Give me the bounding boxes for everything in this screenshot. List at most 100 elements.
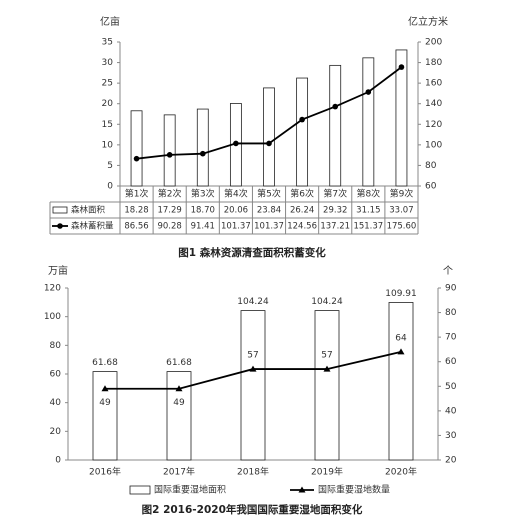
x-tick-label: 2017年 (163, 466, 195, 478)
y2-tick-label: 140 (425, 99, 442, 109)
bar-value-label: 104.24 (237, 297, 269, 307)
legend-label: 森林蓄积量 (71, 221, 114, 232)
line-marker (175, 385, 183, 392)
line-value-label: 57 (247, 351, 258, 361)
legend-label: 森林面积 (71, 205, 106, 216)
x-tick-label: 第6次 (290, 188, 314, 200)
y-tick-label: 120 (44, 284, 61, 294)
line-marker (101, 385, 109, 392)
line-marker (332, 103, 339, 110)
line-marker (365, 89, 372, 95)
y-tick-label: 0 (55, 456, 61, 466)
table-value: 91.41 (191, 222, 215, 232)
x-tick-label: 第3次 (191, 188, 215, 200)
table-value: 124.56 (287, 222, 317, 232)
line-marker (233, 140, 239, 147)
table-value: 18.70 (191, 206, 215, 216)
y-tick-label: 15 (102, 120, 113, 130)
x-tick-label: 第2次 (158, 188, 182, 200)
table-value: 137.21 (320, 222, 350, 232)
y-tick-label: 40 (50, 398, 62, 408)
table-value: 17.29 (157, 206, 181, 216)
table-value: 33.07 (389, 206, 413, 216)
x-tick-label: 第8次 (356, 188, 380, 200)
y-tick-label: 30 (102, 58, 114, 68)
legend-label: 国际重要湿地面积 (154, 484, 226, 496)
y2-tick-label: 80 (425, 161, 437, 171)
legend-swatch (52, 206, 68, 214)
y2-tick-label: 30 (445, 431, 457, 441)
table-value: 26.24 (290, 206, 314, 216)
line-value-label: 49 (173, 398, 185, 408)
y2-tick-label: 40 (445, 406, 457, 416)
line-marker (398, 64, 405, 70)
table-value: 20.06 (224, 206, 248, 216)
line-value-label: 64 (395, 333, 407, 343)
bar (314, 310, 340, 461)
line-marker (249, 365, 257, 372)
y-tick-label: 35 (102, 38, 113, 48)
table-value: 101.37 (254, 222, 284, 232)
y2-tick-label: 50 (445, 382, 457, 392)
y2-tick-label: 70 (445, 333, 457, 343)
y-tick-label: 100 (44, 312, 61, 322)
line-marker (199, 150, 206, 157)
table-value: 151.37 (353, 222, 383, 232)
y2-axis-label: 亿立方米 (408, 15, 448, 28)
bar (263, 87, 275, 187)
line-marker (266, 140, 272, 147)
table-value: 86.56 (124, 222, 148, 232)
table-value: 29.32 (323, 206, 347, 216)
y-tick-label: 0 (107, 182, 113, 192)
y2-tick-label: 200 (425, 38, 442, 48)
line-value-label: 49 (99, 398, 111, 408)
bar (240, 310, 266, 461)
bar (296, 77, 309, 187)
legend-swatch (129, 485, 151, 495)
x-tick-label: 2020年 (385, 466, 417, 478)
y2-axis-label: 个 (443, 265, 453, 277)
x-tick-label: 第7次 (323, 188, 347, 200)
x-tick-label: 第4次 (224, 188, 248, 200)
bar (166, 371, 192, 461)
bar-value-label: 61.68 (166, 358, 192, 368)
bar-value-label: 109.91 (385, 289, 417, 299)
line-marker (298, 486, 306, 493)
y-tick-label: 10 (102, 140, 114, 150)
bar (388, 302, 414, 461)
y-tick-label: 20 (50, 427, 62, 437)
x-tick-label: 第1次 (125, 188, 149, 200)
line-marker (397, 348, 405, 355)
bar (196, 108, 209, 187)
table-value: 18.28 (124, 206, 148, 216)
line-marker (323, 365, 331, 372)
y2-tick-label: 120 (425, 120, 442, 130)
bar-value-label: 61.68 (92, 358, 118, 368)
y2-tick-label: 80 (445, 308, 457, 318)
line-marker (166, 152, 173, 158)
bar (92, 371, 118, 461)
x-tick-label: 2019年 (311, 466, 343, 478)
y-axis-label: 亿亩 (100, 15, 120, 28)
x-tick-label: 2018年 (237, 466, 269, 478)
table-value: 101.37 (221, 222, 251, 232)
y-tick-label: 25 (102, 79, 113, 89)
y2-tick-label: 180 (425, 58, 442, 68)
bar (329, 64, 342, 187)
y-tick-label: 20 (102, 99, 114, 109)
table-value: 90.28 (157, 222, 181, 232)
line-marker (299, 116, 305, 123)
y2-tick-label: 60 (425, 182, 437, 192)
y2-tick-label: 60 (445, 357, 457, 367)
line-marker (133, 155, 140, 162)
legend-label: 国际重要湿地数量 (318, 484, 390, 496)
y2-tick-label: 20 (445, 456, 457, 466)
table-value: 31.15 (356, 206, 380, 216)
bar (130, 110, 143, 187)
y2-tick-label: 90 (445, 284, 457, 294)
y2-tick-label: 100 (425, 140, 442, 150)
bar (362, 57, 375, 187)
x-tick-label: 2016年 (89, 466, 121, 478)
